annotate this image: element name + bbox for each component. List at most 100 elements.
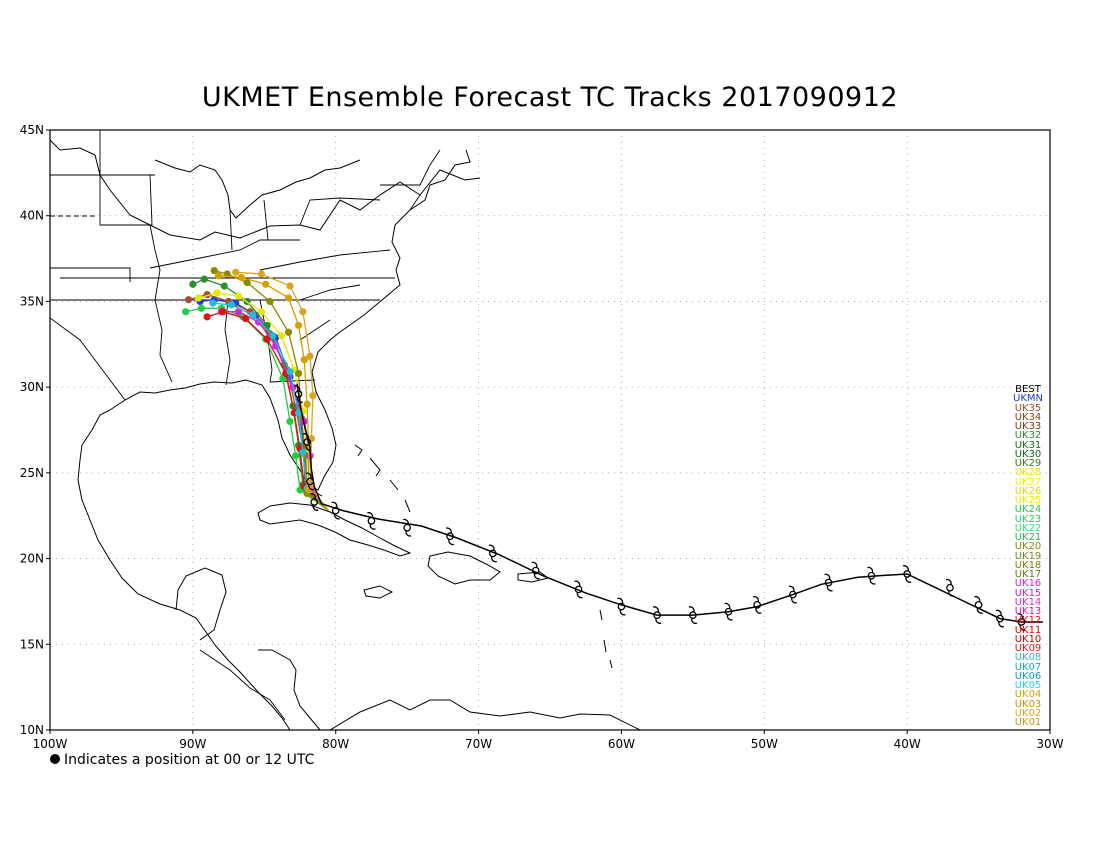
track-point-uk02 [232, 268, 240, 276]
track-point-uk16 [254, 318, 263, 326]
hurricane-symbol-icon [752, 595, 762, 614]
legend-entry: UK01 [1014, 717, 1042, 728]
border-central-america [199, 649, 286, 721]
legend-entry: UK05 [1014, 680, 1042, 691]
legend-entry: UK07 [1014, 661, 1042, 673]
legend-entry: UK15 [1014, 587, 1042, 599]
track-point-uk24 [292, 452, 300, 460]
lat-tick-label: 35N [20, 294, 44, 308]
hurricane-symbol-icon [531, 561, 541, 580]
legend-entry: UKMN [1013, 393, 1043, 405]
hurricane-symbol-icon [488, 544, 498, 563]
political-borders [50, 130, 441, 721]
legend-entry: UK13 [1014, 606, 1042, 617]
border-tennessee-alabama [224, 299, 231, 386]
track-line-uk04 [218, 275, 330, 512]
legend-entry: UK35 [1014, 402, 1042, 414]
track-point-uk16 [234, 308, 243, 316]
track-point-uk08 [269, 332, 277, 340]
track-point-uk08 [249, 311, 257, 319]
lon-tick-label: 60W [608, 737, 635, 751]
track-line-uk28 [198, 292, 330, 512]
hurricane-symbol-icon [294, 385, 303, 403]
legend-entry: UK34 [1014, 411, 1042, 423]
legend-entry: UK02 [1014, 707, 1042, 719]
hurricane-symbol-icon [331, 501, 341, 520]
puerto-rico [517, 571, 550, 583]
track-line-uk02 [235, 271, 330, 511]
legend-entry: UK32 [1014, 430, 1042, 442]
lat-tick-label: 15N [20, 637, 44, 651]
hurricane-symbol-icon [945, 578, 955, 597]
track-point-uk12 [242, 314, 250, 323]
lat-tick-label: 20N [20, 552, 44, 566]
legend-entry: UK04 [1014, 689, 1042, 701]
track-point-uk20 [210, 266, 218, 275]
hurricane-symbol-icon [652, 606, 662, 625]
hurricane-symbol-icon [367, 511, 376, 530]
gridlines [50, 130, 1050, 730]
track-point-uk04 [303, 400, 311, 408]
hurricane-symbol-icon [305, 472, 315, 491]
hurricane-symbol-icon [617, 597, 626, 616]
great-lakes [154, 159, 361, 219]
legend-entry: UK29 [1014, 458, 1042, 469]
legend-entry: UK27 [1014, 476, 1042, 488]
hurricane-symbol-icon [402, 518, 412, 537]
border-new-england [380, 149, 441, 211]
track-point-uk20 [266, 297, 274, 306]
track-point-uk12 [203, 313, 211, 321]
legend-entry: UK06 [1014, 670, 1042, 682]
border-mississippi-river [149, 224, 173, 383]
legend-entry: UK09 [1014, 643, 1042, 654]
track-point-uk24 [286, 417, 294, 426]
lon-tick-label: 80W [322, 737, 349, 751]
track-point-uk08 [227, 301, 236, 309]
track-point-uk32 [200, 275, 208, 283]
lat-tick-label: 45N [20, 123, 44, 137]
lon-tick-label: 40W [894, 737, 921, 751]
central-america-coast [258, 649, 340, 730]
track-point-uk35 [184, 296, 193, 304]
border-ohio-indiana [229, 199, 269, 251]
legend-entry: UK11 [1014, 624, 1042, 636]
lat-tick-label: 10N [20, 723, 44, 737]
legend-entry: BEST [1015, 384, 1041, 395]
legend-entry: UK08 [1014, 652, 1042, 664]
track-point-uk28 [257, 308, 266, 316]
hurricane-symbol-icon [788, 585, 798, 604]
lesser-antilles [599, 609, 613, 669]
ensemble-tracks [182, 266, 330, 512]
track-point-uk12 [263, 335, 271, 343]
best-track-line [296, 383, 1043, 623]
track-point-uk02 [286, 282, 294, 290]
footnote-text: Indicates a position at 00 or 12 UTC [64, 752, 315, 768]
hurricane-symbol-icon [867, 566, 876, 585]
hurricane-symbol-icon [302, 433, 312, 451]
legend-entry: UK28 [1014, 467, 1042, 479]
lat-tick-labels: 45N 40N 35N 30N 25N 20N 15N 10N [20, 123, 50, 737]
track-point-uk20 [294, 369, 303, 378]
border-pennsylvania [299, 197, 381, 226]
south-america-coast [329, 699, 641, 730]
legend-entry: UK21 [1014, 532, 1042, 543]
legend-entry: UK10 [1014, 633, 1042, 645]
legend-entry: UK30 [1014, 448, 1042, 460]
hurricane-symbol-icon [995, 609, 1005, 628]
border-alabama-georgia [259, 299, 273, 383]
legend-entry: UK19 [1014, 550, 1042, 562]
legend-entry: UK18 [1014, 559, 1042, 571]
track-point-uk02 [309, 392, 317, 400]
legend-entry: UK20 [1014, 541, 1042, 553]
lon-tick-label: 70W [465, 737, 492, 751]
hurricane-symbol-icon [309, 493, 319, 511]
lon-tick-label: 100W [33, 737, 68, 751]
border-iowa-minnesota [50, 130, 155, 176]
track-point-uk08 [209, 299, 217, 307]
hispaniola [427, 551, 501, 585]
hurricane-symbol-icon [824, 573, 833, 592]
track-point-uk20 [243, 278, 251, 287]
legend-entry: UK14 [1014, 596, 1042, 608]
best-track [294, 383, 1043, 631]
